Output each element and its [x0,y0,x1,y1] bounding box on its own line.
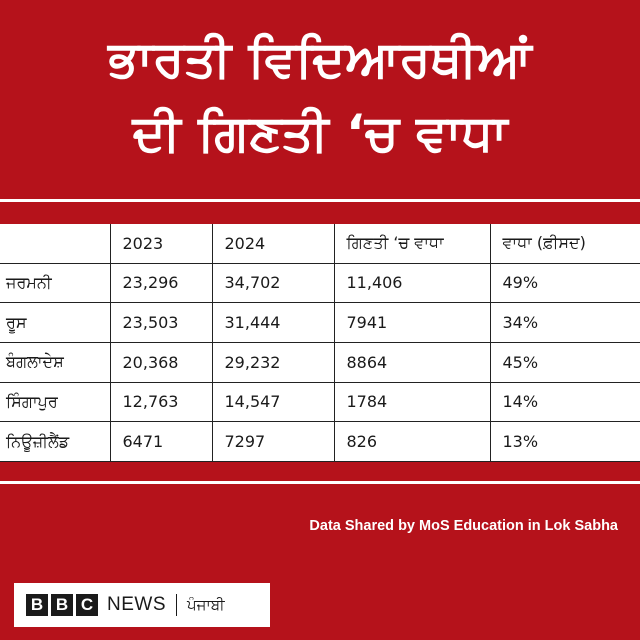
country-cell: ਰੂਸ [0,302,111,343]
bbc-news-punjabi-logo: B B C NEWS ਪੰਜਾਬੀ [14,583,270,627]
table-cell: 23,296 [109,262,213,304]
table-header-cell: ਵਾਧਾ (ਫ਼ੀਸਦ) [489,224,640,264]
bbc-block-letter: B [26,594,48,616]
table-header-cell: 2023 [109,224,213,264]
bbc-block-letter: C [76,594,98,616]
table-cell: 31,444 [211,302,335,343]
logo-language: ਪੰਜਾਬੀ [187,596,225,614]
table-cell: 826 [333,421,491,462]
table-cell: 1784 [333,381,491,423]
table-cell: 7297 [211,421,335,462]
bbc-block-letter: B [51,594,73,616]
table-cell: 12,763 [109,381,213,423]
table-cell: 45% [489,341,640,383]
table-row: ਨਿਊਜ਼ੀਲੈਂਡ 6471 7297 826 13% [0,421,640,462]
logo-separator [176,594,177,616]
table-cell: 34,702 [211,262,335,304]
table-cell: 20,368 [109,341,213,383]
table-header-cell: 2024 [211,224,335,264]
table-cell: 29,232 [211,341,335,383]
table-cell: 13% [489,421,640,462]
table-header-cell [0,224,111,264]
table-cell: 11,406 [333,262,491,304]
table-cell: 7941 [333,302,491,343]
table-cell: 6471 [109,421,213,462]
headline: ਭਾਰਤੀ ਵਿਦਿਆਰਥੀਆਂ ਦੀ ਗਿਣਤੀ ‘ਚ ਵਾਧਾ [0,22,640,170]
country-cell: ਨਿਊਜ਼ੀਲੈਂਡ [0,421,111,462]
source-credit: Data Shared by MoS Education in Lok Sabh… [309,518,618,534]
headline-line-1: ਭਾਰਤੀ ਵਿਦਿਆਰਥੀਆਂ [108,30,532,88]
bbc-blocks: B B C [26,594,98,616]
table-header-row: 2023 2024 ਗਿਣਤੀ ‘ਚ ਵਾਧਾ ਵਾਧਾ (ਫ਼ੀਸਦ) [0,224,640,264]
table-row: ਸਿੰਗਾਪੁਰ 12,763 14,547 1784 14% [0,381,640,423]
table-row: ਰੂਸ 23,503 31,444 7941 34% [0,302,640,343]
divider-top [0,199,640,202]
table-cell: 14,547 [211,381,335,423]
table-cell: 14% [489,381,640,423]
table-cell: 34% [489,302,640,343]
logo-news-text: NEWS [107,594,166,615]
divider-bottom [0,481,640,484]
table-header-cell: ਗਿਣਤੀ ‘ਚ ਵਾਧਾ [333,224,491,264]
country-cell: ਸਿੰਗਾਪੁਰ [0,381,111,423]
headline-line-2: ਦੀ ਗਿਣਤੀ ‘ਚ ਵਾਧਾ [132,104,508,162]
table-cell: 23,503 [109,302,213,343]
country-cell: ਜਰਮਨੀ [0,262,111,304]
country-cell: ਬੰਗਲਾਦੇਸ਼ [0,341,111,383]
data-table-container: 2023 2024 ਗਿਣਤੀ ‘ਚ ਵਾਧਾ ਵਾਧਾ (ਫ਼ੀਸਦ) ਜਰਮ… [0,224,640,462]
table-cell: 49% [489,262,640,304]
data-table: 2023 2024 ਗਿਣਤੀ ‘ਚ ਵਾਧਾ ਵਾਧਾ (ਫ਼ੀਸਦ) ਜਰਮ… [0,224,640,462]
table-row: ਜਰਮਨੀ 23,296 34,702 11,406 49% [0,262,640,304]
table-row: ਬੰਗਲਾਦੇਸ਼ 20,368 29,232 8864 45% [0,341,640,383]
table-cell: 8864 [333,341,491,383]
